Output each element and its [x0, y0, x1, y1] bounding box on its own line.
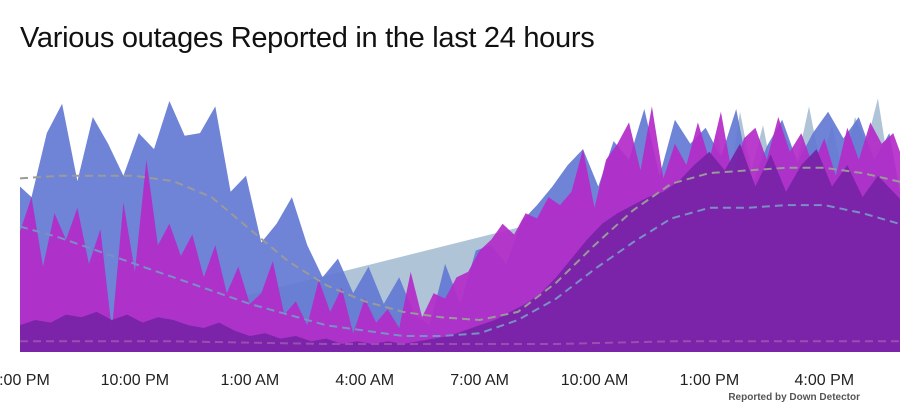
baseline-line-2 — [19, 204, 900, 337]
credit-label: Reported by Down Detector — [728, 392, 860, 403]
baseline-line-3 — [20, 340, 900, 345]
x-tick-label: 10:00 AM — [560, 372, 629, 389]
x-tick-label: 4:00 AM — [335, 372, 395, 389]
baseline-lines — [19, 166, 900, 345]
x-tick-label: 4:00 PM — [794, 372, 855, 389]
x-tick-label: 7:00 PM — [0, 372, 50, 389]
baseline-line-1 — [19, 166, 900, 322]
series-area-4 — [20, 143, 900, 352]
chart-title: Various outages Reported in the last 24 … — [20, 22, 595, 54]
series-areas — [20, 98, 900, 352]
x-tick-label: 1:00 AM — [220, 372, 280, 389]
x-tick-label: 7:00 AM — [450, 372, 509, 389]
x-tick-label: 10:00 PM — [100, 372, 170, 389]
x-tick-label: 1:00 PM — [679, 372, 740, 389]
